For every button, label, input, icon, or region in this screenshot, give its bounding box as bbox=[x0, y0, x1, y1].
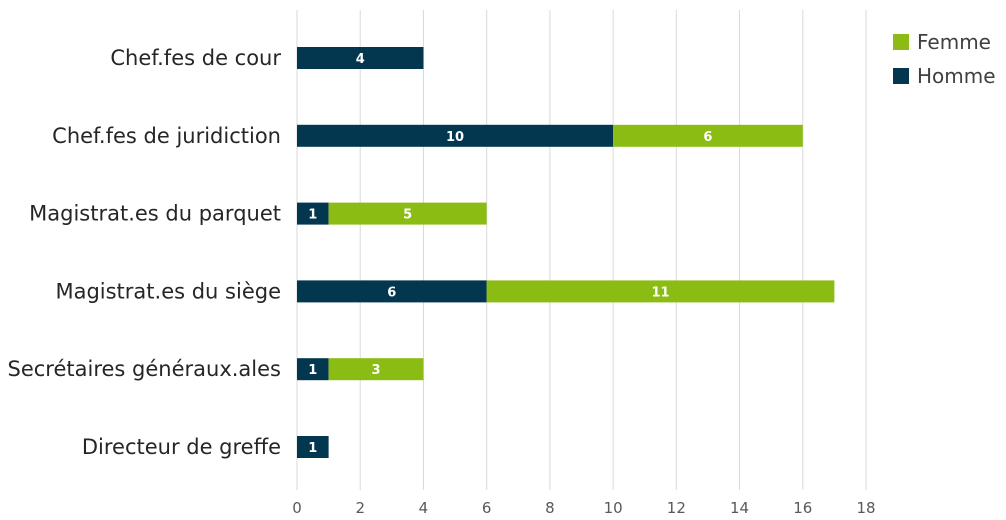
x-tick-8: 8 bbox=[545, 499, 555, 517]
bar-homme-magistrat-es-du-parquet bbox=[297, 202, 329, 225]
legend-label-homme: Homme bbox=[917, 64, 996, 88]
category-label-magistrat-es-du-siege: Magistrat.es du siège bbox=[55, 279, 281, 303]
bar-homme-directeur-de-greffe bbox=[297, 436, 329, 458]
bar-femme-chef-fes-de-juridiction bbox=[613, 124, 803, 147]
x-tick-0: 0 bbox=[292, 499, 302, 517]
category-label-secretaires-generaux-ales: Secrétaires généraux.ales bbox=[8, 357, 282, 381]
bar-homme-chef-fes-de-juridiction bbox=[297, 124, 614, 147]
bar-label-femme-magistrat-es-du-parquet: 5 bbox=[403, 208, 412, 223]
bar-label-homme-directeur-de-greffe: 1 bbox=[308, 441, 317, 456]
x-tick-18: 18 bbox=[856, 499, 875, 517]
x-tick-6: 6 bbox=[482, 499, 492, 517]
bar-label-homme-chef-fes-de-juridiction: 10 bbox=[446, 130, 464, 145]
bar-label-femme-secretaires-generaux-ales: 3 bbox=[372, 363, 381, 378]
bar-label-femme-chef-fes-de-juridiction: 6 bbox=[703, 130, 712, 145]
category-label-magistrat-es-du-parquet: Magistrat.es du parquet bbox=[29, 202, 281, 226]
category-label-chef-fes-de-juridiction: Chef.fes de juridiction bbox=[52, 124, 281, 148]
legend-label-femme: Femme bbox=[917, 30, 991, 54]
bar-label-homme-chef-fes-de-cour: 4 bbox=[356, 52, 365, 67]
bar-label-homme-magistrat-es-du-siege: 6 bbox=[387, 285, 396, 300]
bar-label-homme-secretaires-generaux-ales: 1 bbox=[308, 363, 317, 378]
bar-femme-magistrat-es-du-parquet bbox=[328, 202, 487, 225]
x-tick-labels: 0 2 4 6 8 10 12 14 16 18 bbox=[292, 499, 875, 517]
gridlines bbox=[296, 10, 867, 490]
x-tick-12: 12 bbox=[667, 499, 686, 517]
x-tick-14: 14 bbox=[730, 499, 749, 517]
bar-homme-magistrat-es-du-siege bbox=[297, 280, 487, 303]
bar-label-femme-magistrat-es-du-siege: 11 bbox=[651, 285, 669, 300]
bar-label-homme-magistrat-es-du-parquet: 1 bbox=[308, 208, 317, 223]
legend-swatch-femme bbox=[893, 34, 909, 50]
bar-homme-chef-fes-de-cour bbox=[297, 47, 424, 69]
bar-femme-magistrat-es-du-siege bbox=[486, 280, 835, 303]
x-tick-10: 10 bbox=[604, 499, 623, 517]
legend: Femme Homme bbox=[893, 30, 996, 88]
bar-homme-secretaires-generaux-ales bbox=[297, 358, 329, 381]
legend-swatch-homme bbox=[893, 68, 909, 84]
bar-femme-secretaires-generaux-ales bbox=[328, 358, 424, 381]
x-tick-2: 2 bbox=[355, 499, 365, 517]
x-tick-4: 4 bbox=[419, 499, 429, 517]
x-tick-16: 16 bbox=[793, 499, 812, 517]
bars bbox=[297, 47, 835, 458]
bar-data-labels: 410 61 56 111 31 bbox=[308, 52, 712, 456]
category-label-chef-fes-de-cour: Chef.fes de cour bbox=[110, 46, 281, 70]
category-label-directeur-de-greffe: Directeur de greffe bbox=[82, 435, 281, 459]
category-labels: Chef.fes de cour Chef.fes de juridiction M… bbox=[8, 46, 282, 459]
